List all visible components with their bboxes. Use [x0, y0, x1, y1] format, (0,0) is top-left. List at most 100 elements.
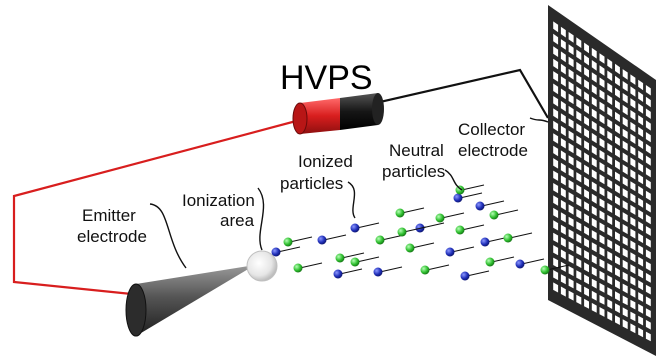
- grid-hole: [630, 299, 636, 310]
- particle-trail: [428, 264, 450, 270]
- grid-hole: [568, 118, 574, 129]
- grid-hole: [630, 86, 636, 97]
- grid-hole: [645, 96, 651, 108]
- grid-hole: [553, 120, 559, 132]
- grid-hole: [553, 83, 559, 95]
- grid-hole: [576, 86, 582, 97]
- grid-hole: [615, 315, 620, 325]
- grid-hole: [599, 137, 605, 149]
- particle-trail: [483, 200, 505, 206]
- grid-hole: [630, 74, 636, 85]
- grid-hole: [607, 251, 613, 261]
- grid-hole: [645, 120, 651, 131]
- grid-hole: [607, 94, 613, 106]
- grid-hole: [599, 77, 605, 88]
- grid-hole: [591, 230, 597, 241]
- grid-hole: [568, 241, 574, 252]
- grid-hole: [622, 140, 628, 151]
- particle-trail: [497, 209, 519, 215]
- grid-hole: [584, 225, 589, 236]
- grid-hole: [645, 108, 651, 119]
- grid-hole: [630, 133, 636, 144]
- grid-hole: [607, 118, 613, 130]
- grid-hole: [599, 186, 605, 197]
- grid-hole: [630, 276, 636, 286]
- neutral-particle: [455, 185, 465, 195]
- grid-hole: [607, 130, 613, 142]
- grid-hole: [591, 217, 597, 229]
- emitter-label: Emitter electrode: [77, 206, 147, 246]
- grid-hole: [576, 196, 582, 207]
- grid-hole: [568, 105, 574, 117]
- grid-hole: [560, 261, 566, 272]
- grid-hole: [584, 213, 589, 224]
- grid-hole: [615, 279, 620, 290]
- grid-hole: [645, 226, 651, 236]
- grid-hole: [576, 123, 582, 134]
- negative-wire: [379, 68, 549, 119]
- particle-trail: [423, 222, 445, 228]
- particle-trail: [343, 252, 365, 258]
- grid-hole: [568, 44, 574, 55]
- grid-hole: [622, 235, 628, 246]
- grid-hole: [560, 100, 566, 112]
- grid-hole: [576, 294, 582, 305]
- grid-hole: [630, 252, 636, 263]
- particle-trail: [381, 266, 403, 272]
- grid-hole: [607, 106, 613, 118]
- grid-hole: [576, 172, 582, 183]
- grid-hole: [560, 88, 566, 100]
- grid-hole: [622, 283, 628, 294]
- grid-hole: [584, 189, 589, 200]
- grid-hole: [645, 190, 651, 201]
- grid-hole: [638, 315, 644, 326]
- grid-hole: [599, 198, 605, 209]
- grid-hole: [576, 233, 582, 244]
- grid-hole: [576, 110, 582, 122]
- grid-hole: [607, 239, 613, 249]
- grid-hole: [630, 157, 636, 168]
- grid-hole: [591, 84, 597, 95]
- grid-hole: [615, 291, 620, 302]
- grid-hole: [622, 212, 628, 223]
- grid-hole: [638, 174, 644, 185]
- grid-hole: [584, 140, 589, 151]
- grid-hole: [630, 98, 636, 109]
- grid-hole: [645, 237, 651, 248]
- grid-hole: [622, 69, 628, 80]
- grid-hole: [622, 152, 628, 163]
- grid-hole: [630, 193, 636, 204]
- grid-hole: [584, 67, 589, 78]
- neutral-particle: [489, 210, 499, 220]
- grid-hole: [645, 167, 651, 178]
- grid-hole: [622, 104, 628, 116]
- grid-hole: [630, 204, 636, 215]
- grid-hole: [607, 202, 613, 213]
- grid-hole: [615, 99, 620, 111]
- grid-hole: [622, 128, 628, 139]
- ionized-particle: [333, 269, 343, 279]
- grid-hole: [576, 74, 582, 85]
- grid-hole: [576, 270, 582, 281]
- grid-hole: [576, 135, 582, 146]
- grid-hole: [591, 278, 597, 289]
- ionized-label: Ionized particles: [280, 152, 358, 193]
- grid-hole: [638, 197, 644, 208]
- grid-hole: [638, 303, 644, 314]
- grid-hole: [576, 184, 582, 195]
- grid-hole: [599, 210, 605, 221]
- grid-hole: [638, 256, 644, 267]
- grid-hole: [638, 162, 644, 173]
- neutral-particle: [435, 213, 445, 223]
- grid-hole: [553, 170, 559, 181]
- grid-hole: [645, 214, 651, 225]
- particle-trail: [279, 246, 301, 252]
- grid-hole: [591, 145, 597, 156]
- grid-hole: [622, 176, 628, 187]
- grid-hole: [615, 231, 620, 242]
- grid-hole: [607, 154, 613, 166]
- grid-hole: [560, 26, 566, 38]
- grid-hole: [615, 63, 620, 75]
- grid-hole: [584, 201, 589, 212]
- grid-hole: [553, 183, 559, 194]
